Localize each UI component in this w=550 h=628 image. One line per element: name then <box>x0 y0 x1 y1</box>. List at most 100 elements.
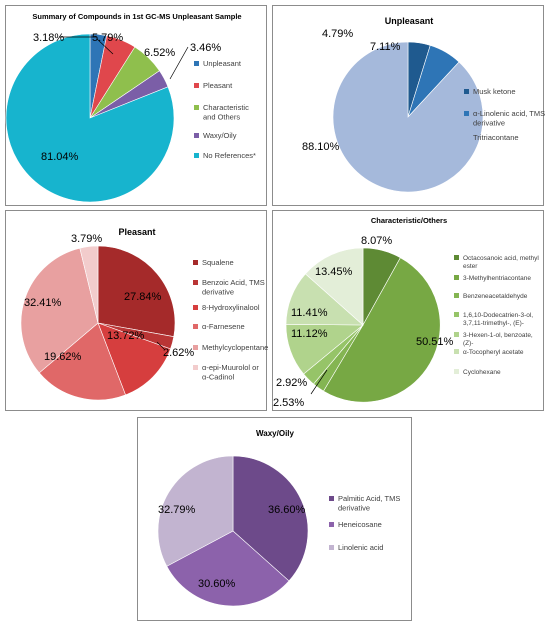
pleasant-slice-8-hydroxylinalool <box>97 322 171 396</box>
unpleasant-legend-swatch-linolenic-acid-tms-derivative <box>464 111 469 116</box>
summary-legend-label-pleasant: Pleasant <box>203 81 233 90</box>
summary-pie-chart: Summary of Compounds in 1st GC-MS Unplea… <box>5 12 256 203</box>
pleasant-leader-line-benzoic-acid-tms-derivative <box>156 341 165 350</box>
summary-leader-line-waxy-oily <box>169 46 189 80</box>
pleasant-chart-title: Pleasant <box>118 227 155 237</box>
summary-legend-label-no-references: No References* <box>203 151 256 160</box>
pleasant-pie-chart: Pleasant 27.84% 2.62% 13.72% 19.62% 32.41% 3.… <box>20 227 268 401</box>
pleasant-data-label-methylcyclopentane: 32.41% <box>24 297 62 309</box>
characteristic-legend-swatch-benzeneacetaldehyde <box>454 293 459 298</box>
characteristic-data-label-cyclohexane: 13.45% <box>315 266 353 278</box>
characteristic-legend-swatch-3-methylhentriacontane <box>454 275 459 280</box>
characteristic-leader-line-benzeneacetaldehyde <box>310 369 328 395</box>
pleasant-legend-label-squalene: Squalene <box>202 258 234 267</box>
summary-legend-label-characteristic-and-others: Characteristic and Others <box>203 103 249 121</box>
unpleasant-legend-label-musk-ketone: Musk ketone <box>473 87 516 96</box>
summary-legend-swatch-waxy-oily <box>194 133 199 138</box>
waxy-data-label-palmitic-acid-tms-derivative: 36.60% <box>268 504 306 516</box>
summary-legend-label-waxy-oily: Waxy/Oily <box>203 131 237 140</box>
summary-data-label-no-references: 81.04% <box>41 151 79 163</box>
characteristic-chart-title: Characteristic/Others <box>371 216 447 225</box>
pleasant-data-label-8-hydroxylinalool: 13.72% <box>107 330 145 342</box>
summary-data-label-waxy-oily: 3.46% <box>190 42 221 54</box>
unpleasant-data-label-tritriacontane: 88.10% <box>302 141 340 153</box>
unpleasant-chart-title: Unpleasant <box>385 16 434 26</box>
waxy-legend-label-heneicosane: Heneicosane <box>338 520 382 529</box>
waxy-slice-linolenic-acid <box>157 455 234 567</box>
characteristic-legend-label-octacosanoic-acid-methyl-ester: Octacosanoic acid, methyl ester <box>463 255 539 270</box>
pleasant-legend-swatch-benzoic-acid-tms-derivative <box>193 280 198 285</box>
summary-chart-panel: Summary of Compounds in 1st GC-MS Unplea… <box>5 5 267 206</box>
characteristic-legend-swatch-1-6-10-dodecatrien-3-ol-3-7-11-trimethyl-e <box>454 312 459 317</box>
summary-chart-title: Summary of Compounds in 1st GC-MS Unplea… <box>32 12 241 21</box>
pleasant-data-label-squalene: 27.84% <box>124 291 162 303</box>
summary-slice-no-references <box>5 33 175 203</box>
pleasant-legend-swatch-epi-muurolol-or-cadinol <box>193 365 198 370</box>
characteristic-legend-swatch-3-hexen-1-ol-benzoate-z <box>454 332 459 337</box>
characteristic-legend-label-benzeneacetaldehyde: Benzeneacetaldehyde <box>463 293 528 300</box>
characteristic-legend-label-1-6-10-dodecatrien-3-ol-3-7-11-trimethyl-e: 1,6,10-Dodecatrien-3-ol, 3,7,11-trimethyl… <box>463 312 533 327</box>
characteristic-legend-label-3-methylhentriacontane: 3-Methylhentriacontane <box>463 275 531 282</box>
summary-legend-label-unpleasant: Unpleasant <box>203 59 242 68</box>
pleasant-slice-farnesene <box>38 322 126 401</box>
waxy-legend-swatch-palmitic-acid-tms-derivative <box>329 496 334 501</box>
waxy-data-label-heneicosane: 30.60% <box>198 578 236 590</box>
waxy-legend-swatch-heneicosane <box>329 522 334 527</box>
pleasant-data-label-epi-muurolol-or-cadinol: 3.79% <box>71 233 102 245</box>
characteristic-data-label-tocopheryl-acetate: 11.41% <box>291 307 328 319</box>
unpleasant-chart-panel: Unpleasant 4.79% 7.11% 88.10% Musk ketone α… <box>272 5 545 206</box>
characteristic-data-label-octacosanoic-acid-methyl-ester: 8.07% <box>361 235 392 247</box>
characteristic-slice-3-methylhentriacontane <box>323 257 441 403</box>
characteristic-legend-swatch-cyclohexane <box>454 369 459 374</box>
pleasant-legend-swatch-8-hydroxylinalool <box>193 305 198 310</box>
characteristic-legend-swatch-octacosanoic-acid-methyl-ester <box>454 255 459 260</box>
pleasant-data-label-benzoic-acid-tms-derivative: 2.62% <box>163 347 194 359</box>
characteristic-slice-cyclohexane <box>304 247 364 326</box>
waxy-chart-panel: Waxy/Oily 36.60% 30.60% 32.79% Palmitic Ac… <box>137 417 412 621</box>
characteristic-legend-swatch-tocopheryl-acetate <box>454 349 459 354</box>
waxy-data-label-linolenic-acid: 32.79% <box>158 504 196 516</box>
characteristic-data-label-3-methylhentriacontane: 50.51% <box>416 336 454 348</box>
waxy-slice-heneicosane <box>166 530 290 607</box>
pleasant-chart-panel: Pleasant 27.84% 2.62% 13.72% 19.62% 32.41% 3.… <box>5 210 268 411</box>
characteristic-legend-label-tocopheryl-acetate: α-Tocopheryl acetate <box>463 349 524 356</box>
pleasant-legend-swatch-methylcyclopentane <box>193 345 198 350</box>
waxy-slice-palmitic-acid-tms-derivative <box>232 455 309 582</box>
summary-legend-swatch-no-references <box>194 153 199 158</box>
pleasant-legend-label-8-hydroxylinalool: 8-Hydroxylinalool <box>202 303 260 312</box>
unpleasant-slice-tritriacontane <box>332 41 484 193</box>
summary-leader-line-pleasant <box>96 38 114 55</box>
characteristic-data-label-benzeneacetaldehyde: 2.53% <box>273 397 304 409</box>
unpleasant-legend-swatch-musk-ketone <box>464 89 469 94</box>
pleasant-legend-swatch-squalene <box>193 260 198 265</box>
unpleasant-data-label-musk-ketone: 4.79% <box>322 28 353 40</box>
summary-data-label-characteristic-and-others: 6.52% <box>144 47 175 59</box>
waxy-chart-title: Waxy/Oily <box>256 429 294 438</box>
waxy-pie-chart: Waxy/Oily 36.60% 30.60% 32.79% Palmitic Ac… <box>157 429 400 607</box>
characteristic-data-label-1-6-10-dodecatrien-3-ol-3-7-11-trimethyl-e: 2.92% <box>276 377 307 389</box>
summary-data-label-pleasant: 5.79% <box>92 32 123 44</box>
pleasant-legend-label-benzoic-acid-tms-derivative: Benzoic Acid, TMS derivative <box>202 278 265 296</box>
pleasant-slice-squalene <box>97 245 176 338</box>
pleasant-legend-label-farnesene: α-Farnesene <box>202 322 245 331</box>
waxy-legend-swatch-linolenic-acid <box>329 545 334 550</box>
characteristic-data-label-3-hexen-1-ol-benzoate-z: 11.12% <box>291 328 328 340</box>
characteristic-chart-panel: Characteristic/Others 8.07% 50.51% 2.53% 2.… <box>272 210 544 411</box>
waxy-legend-label-palmitic-acid-tms-derivative: Palmitic Acid, TMS derivative <box>338 494 400 512</box>
pleasant-legend-swatch-farnesene <box>193 324 198 329</box>
pleasant-legend-label-epi-muurolol-or-cadinol: α-epi-Muurolol or α-Cadinol <box>202 363 259 381</box>
summary-legend-swatch-pleasant <box>194 83 199 88</box>
pleasant-slice-epi-muurolol-or-cadinol <box>79 245 99 324</box>
waxy-legend-label-linolenic-acid: Linolenic acid <box>338 543 383 552</box>
unpleasant-pie-chart: Unpleasant 4.79% 7.11% 88.10% Musk ketone α… <box>302 16 545 193</box>
pleasant-slice-methylcyclopentane <box>20 247 99 374</box>
unpleasant-legend-label-tritriacontane: Tritriacontane <box>473 133 519 142</box>
unpleasant-legend-label-linolenic-acid-tms-derivative: α-Linolenic acid, TMS derivative <box>473 109 545 127</box>
characteristic-legend-label-3-hexen-1-ol-benzoate-z: 3-Hexen-1-ol, benzoate, (Z)- <box>463 332 533 347</box>
summary-legend-swatch-unpleasant <box>194 61 199 66</box>
pleasant-legend-label-methylcyclopentane: Methylcyclopentane <box>202 343 268 352</box>
unpleasant-data-label-linolenic-acid-tms-derivative: 7.11% <box>370 41 401 53</box>
summary-legend-swatch-characteristic-and-others <box>194 105 199 110</box>
summary-data-label-unpleasant: 3.18% <box>33 32 64 44</box>
unpleasant-legend-swatch-tritriacontane <box>464 135 469 140</box>
